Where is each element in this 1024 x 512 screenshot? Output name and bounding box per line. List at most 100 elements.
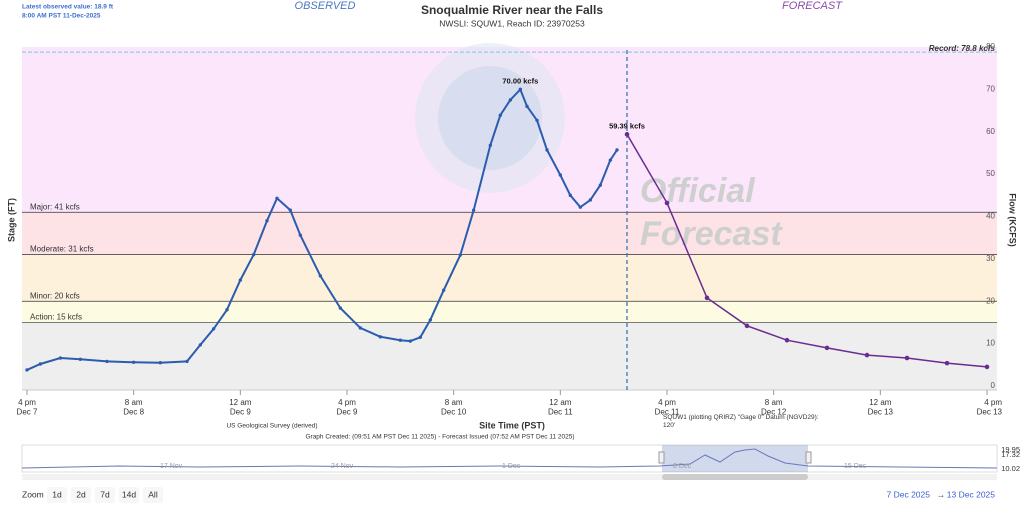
data-point: [498, 113, 503, 117]
range-arrow: →: [937, 489, 946, 499]
navigator-frame: [21, 444, 998, 473]
zoom-label: Zoom: [22, 489, 44, 499]
zoom-button-label[interactable]: All: [148, 489, 158, 499]
data-point: [488, 143, 493, 148]
zoom-button-label[interactable]: 2d: [76, 489, 86, 499]
threshold-label: Major: 41 kcfs: [30, 202, 80, 211]
data-point: [664, 200, 670, 206]
data-point: [744, 323, 750, 329]
data-point: [265, 219, 269, 223]
navigator-handle[interactable]: [658, 451, 665, 464]
observed-header: OBSERVED: [295, 0, 356, 12]
data-point: [318, 274, 323, 278]
data-point: [471, 208, 476, 212]
data-point: [588, 198, 593, 202]
data-point: [824, 345, 830, 351]
data-point: [904, 355, 910, 361]
x-tick-label: 8 am Dec 8: [123, 398, 144, 417]
y2-tick-label: 60: [986, 127, 995, 136]
data-point: [105, 359, 109, 364]
source: US Geological Survey (derived): [226, 423, 317, 430]
data-point: [578, 205, 583, 209]
x-tick-label: 4 pm Dec 11: [655, 398, 680, 417]
value-label: 59.39 kcfs: [609, 121, 645, 130]
y2-tick-label: 80: [986, 42, 995, 51]
data-point: [418, 335, 423, 339]
zoom-button[interactable]: [95, 487, 115, 503]
scrollbar-thumb[interactable]: [662, 474, 808, 480]
navigator-y-label: 10.02: [1001, 464, 1020, 473]
x-tick-label: 8 am Dec 12: [761, 398, 787, 417]
data-point: [225, 308, 229, 312]
data-point: [158, 360, 163, 365]
latest-value: Latest observed value: 18.9 ft: [22, 4, 114, 11]
data-point: [408, 339, 413, 343]
zoom-button-label[interactable]: 1d: [52, 489, 62, 499]
created-note: Graph Created: (09:51 AM PST Dec 11 2025…: [305, 434, 574, 441]
zoom-button[interactable]: [71, 487, 91, 503]
data-point: [441, 288, 446, 292]
watermark-logo-inner: [438, 66, 542, 170]
navigator-handle[interactable]: [805, 451, 812, 464]
y2-tick-label: 20: [986, 296, 995, 305]
series-line: [26, 87, 618, 371]
threshold-label: Moderate: 31 kcfs: [30, 245, 94, 254]
scrollbar-track[interactable]: [22, 474, 997, 480]
data-point: [458, 253, 463, 257]
data-point: [185, 359, 189, 364]
data-point: [518, 87, 523, 92]
x-axis-label: Site Time (PST): [479, 420, 545, 430]
y-axis-label: Stage (FT): [6, 198, 16, 242]
data-point: [38, 362, 43, 366]
data-point: [864, 352, 870, 358]
data-point: [251, 252, 256, 257]
navigator-x-label: 24 Nov: [331, 463, 354, 470]
data-point: [624, 132, 630, 137]
zoom-button[interactable]: [47, 487, 67, 503]
y2-tick-label: 30: [986, 254, 995, 263]
range-from: 7 Dec 2025: [887, 489, 931, 499]
below-action-band: [22, 322, 997, 390]
data-point: [275, 196, 279, 200]
data-point: [358, 326, 363, 330]
navigator-selection[interactable]: [662, 445, 808, 472]
x-tick-label: 12 am Dec 13: [868, 398, 894, 417]
flood-band: [22, 212, 997, 255]
data-point: [984, 364, 990, 370]
navigator-line: [21, 448, 998, 469]
data-point: [944, 360, 950, 366]
y2-tick-label: 10: [986, 339, 995, 348]
data-point: [238, 278, 243, 282]
navigator-x-label: 15 Dec: [844, 463, 867, 470]
data-point: [598, 183, 603, 187]
range-to: 13 Dec 2025: [947, 489, 995, 499]
navigator-x-label: 1 Dec: [502, 463, 521, 470]
plot: Major: 41 kcfs Moderate: 31 kcfs Minor: 20…: [17, 42, 1003, 417]
flood-band: [22, 254, 997, 302]
zoom-button[interactable]: [143, 487, 163, 503]
y2-tick-label: 0: [991, 381, 996, 390]
zoom-controls: Zoom 1d 2d 7d 14d All: [22, 487, 163, 503]
data-point: [378, 335, 383, 339]
datum-note: SQUW1 (plotting QRIRZ) "Gage 0" Datum (N…: [663, 414, 819, 429]
zoom-button[interactable]: [119, 487, 139, 503]
data-point: [398, 338, 403, 342]
value-label: 70.00 kcfs: [502, 76, 538, 85]
navigator-y-label: 17.32: [1001, 450, 1020, 459]
forecast-header: FORECAST: [782, 0, 843, 12]
zoom-button-label[interactable]: 7d: [100, 489, 110, 499]
navigator-x-label: 17 Nov: [160, 463, 183, 470]
threshold-label: Action: 15 kcfs: [30, 313, 82, 322]
y2-tick-label: 70: [986, 84, 995, 93]
data-point: [428, 318, 433, 322]
record-label: Record: 78.8 kcfs: [929, 44, 996, 53]
data-point: [508, 98, 513, 102]
data-point: [131, 360, 136, 364]
y2-tick-label: 50: [986, 169, 995, 178]
zoom-button-label[interactable]: 14d: [122, 489, 136, 499]
navigator: [21, 444, 998, 480]
chart-subtitle: NWSLI: SQUW1, Reach ID: 23970253: [439, 18, 585, 28]
x-tick-label: 4 pm Dec 7: [17, 398, 38, 417]
